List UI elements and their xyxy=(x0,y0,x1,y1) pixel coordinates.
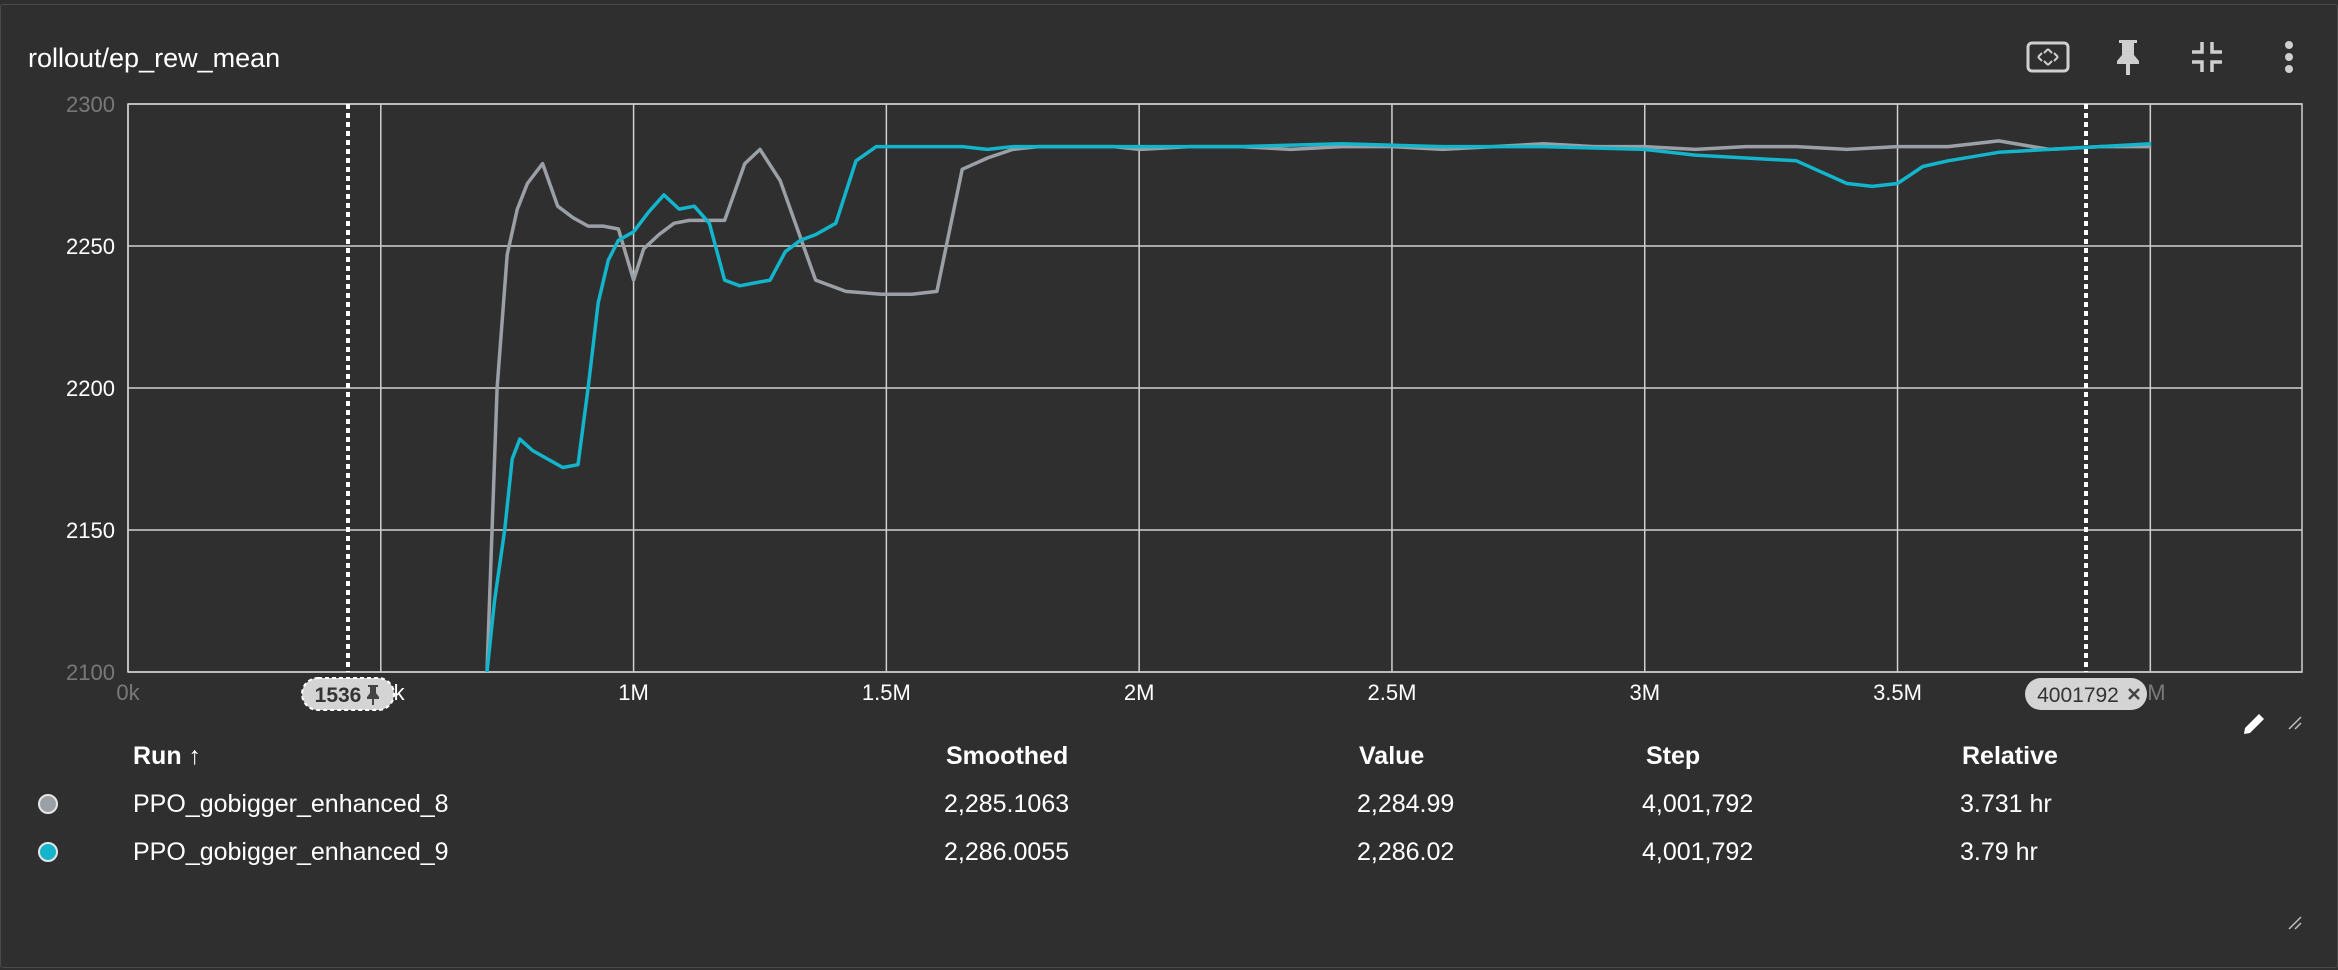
pin-icon[interactable] xyxy=(2106,35,2150,79)
resize-handle-icon[interactable] xyxy=(2286,714,2302,730)
header-smoothed[interactable]: Smoothed xyxy=(946,742,1069,770)
x-tick-label: 3M xyxy=(1629,680,1660,705)
y-tick-label: 2150 xyxy=(66,518,115,543)
y-tick-label: 2100 xyxy=(66,660,115,685)
step-value: 4,001,792 xyxy=(1642,838,1754,866)
relative-time: 3.79 hr xyxy=(1960,838,2038,866)
run-name: PPO_gobigger_enhanced_8 xyxy=(133,790,449,818)
step-value: 4,001,792 xyxy=(1642,790,1754,818)
x-tick-label: 2.5M xyxy=(1367,680,1416,705)
resize-handle-icon[interactable] xyxy=(2286,914,2302,930)
run-color-swatch[interactable] xyxy=(38,794,58,814)
smoothed-value: 2,285.1063 xyxy=(944,790,1070,818)
header-step[interactable]: Step xyxy=(1646,742,1701,770)
x-tick-label: 1M xyxy=(618,680,649,705)
scalar-card: rollout/ep_rew_mean xyxy=(0,4,2338,968)
step-marker-chip[interactable] xyxy=(2025,678,2147,710)
smoothed-value: 2,286.0055 xyxy=(944,838,1070,866)
x-tick-label: 3.5M xyxy=(1873,680,1922,705)
series-line-1 xyxy=(485,139,2152,672)
raw-value: 2,284.99 xyxy=(1357,790,1455,818)
x-tick-label: 1.5M xyxy=(862,680,911,705)
step-marker-label: 1536 xyxy=(315,684,362,707)
y-tick-label: 2250 xyxy=(66,234,115,259)
header-relative[interactable]: Relative xyxy=(1962,742,2058,770)
run-color-swatch[interactable] xyxy=(38,842,58,862)
fit-domain-icon[interactable] xyxy=(2026,35,2070,79)
y-tick-label: 2200 xyxy=(66,376,115,401)
step-marker-label: 4001792 xyxy=(2037,684,2119,707)
close-icon[interactable] xyxy=(2128,688,2140,700)
series-line-2 xyxy=(485,142,2152,672)
collapse-icon[interactable] xyxy=(2185,35,2229,79)
pin-icon xyxy=(367,685,379,705)
y-tick-label: 2300 xyxy=(66,92,115,117)
edit-icon[interactable] xyxy=(2236,706,2272,742)
x-tick-label: 0k xyxy=(116,680,140,705)
header-value[interactable]: Value xyxy=(1359,742,1425,770)
x-tick-label: 2M xyxy=(1124,680,1155,705)
plot-border xyxy=(127,103,2303,673)
line-chart[interactable]: 210021502200225023000k500k1M1.5M2M2.5M3M… xyxy=(0,0,2338,720)
more-vert-icon[interactable] xyxy=(2267,35,2311,79)
raw-value: 2,286.02 xyxy=(1357,838,1455,866)
header-run[interactable]: Run ↑ xyxy=(133,742,202,770)
run-name: PPO_gobigger_enhanced_9 xyxy=(133,838,449,866)
relative-time: 3.731 hr xyxy=(1960,790,2052,818)
card-title: rollout/ep_rew_mean xyxy=(28,43,281,73)
